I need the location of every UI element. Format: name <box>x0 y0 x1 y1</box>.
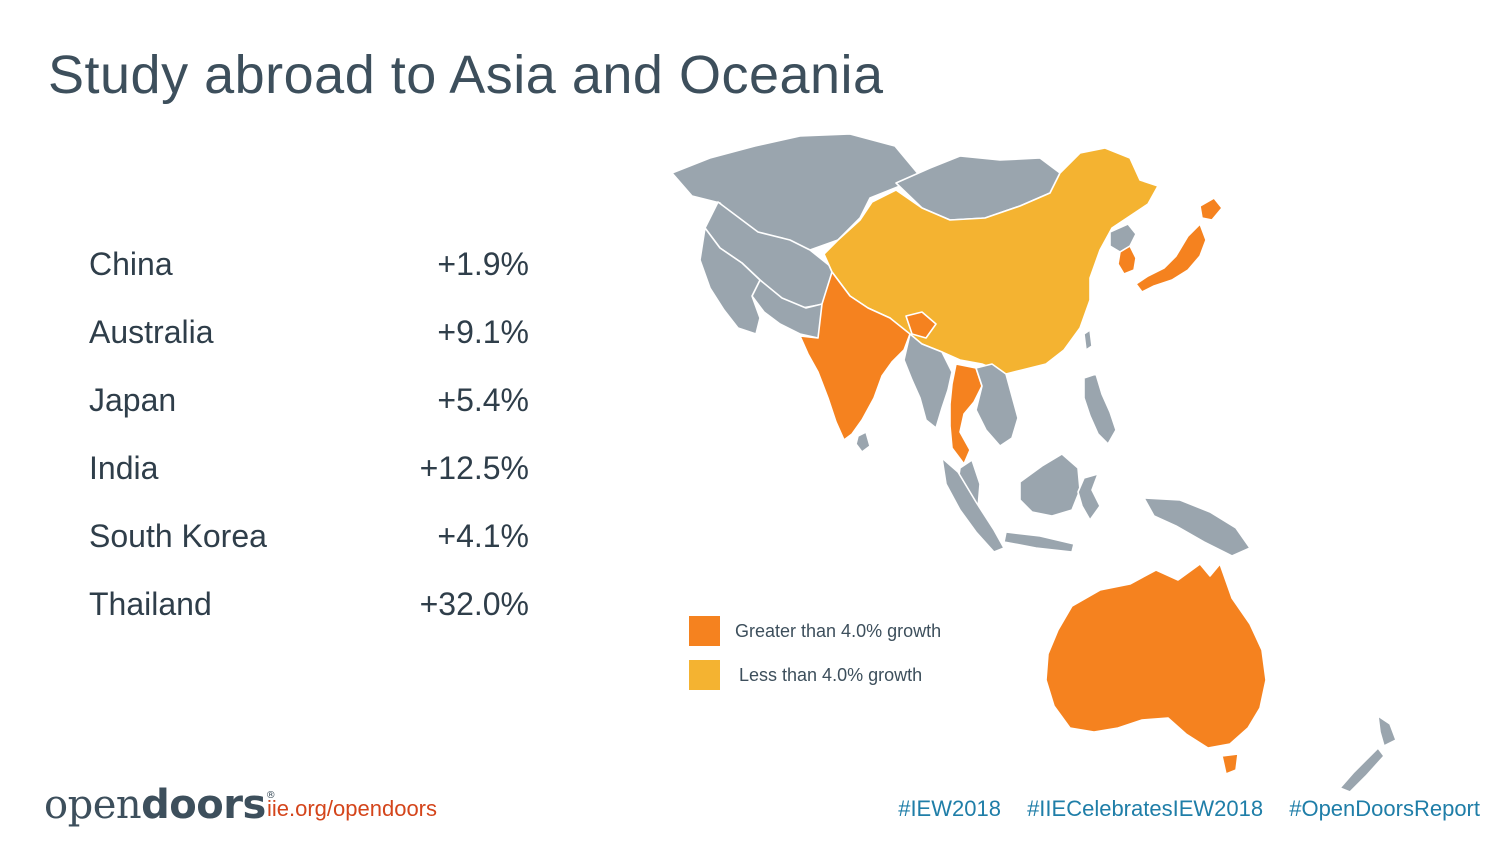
region-japan <box>1135 223 1207 293</box>
stat-value: +32.0% <box>419 586 529 622</box>
region-philippines <box>1083 373 1117 445</box>
region-borneo <box>1019 453 1081 517</box>
region-myanmar <box>903 333 953 429</box>
region-new-guinea <box>1143 497 1251 557</box>
growth-stats-table: China +1.9% Australia +9.1% Japan +5.4% … <box>89 240 529 648</box>
region-indochina <box>975 363 1019 447</box>
region-northeast-india <box>905 311 937 339</box>
stat-row-china: China +1.9% <box>89 240 529 308</box>
logo-text-bold: doors <box>141 782 266 828</box>
asia-oceania-map <box>671 133 1397 793</box>
region-australia <box>1045 563 1267 749</box>
hashtag-opendoors-report[interactable]: #OpenDoorsReport <box>1289 796 1480 821</box>
stat-country: China <box>89 246 173 282</box>
legend-label-high: Greater than 4.0% growth <box>735 621 942 641</box>
stat-value: +4.1% <box>437 518 529 554</box>
stat-value: +9.1% <box>437 314 529 350</box>
footer-url-link[interactable]: iie.org/opendoors <box>267 796 438 821</box>
region-sri-lanka <box>855 431 871 453</box>
stat-country: Japan <box>89 382 177 418</box>
stat-value: +1.9% <box>437 246 529 282</box>
stat-row-south-korea: South Korea +4.1% <box>89 512 529 580</box>
region-sulawesi <box>1077 473 1101 521</box>
stat-value: +12.5% <box>419 450 529 486</box>
legend-swatch-high <box>689 616 720 646</box>
logo-registered-mark: ® <box>265 790 276 801</box>
region-java <box>1003 531 1075 553</box>
stat-row-japan: Japan +5.4% <box>89 376 529 444</box>
logo-text-light: open <box>44 782 142 828</box>
map-legend: Greater than 4.0% growth Less than 4.0% … <box>689 616 1009 704</box>
legend-item-high: Greater than 4.0% growth <box>689 616 1009 660</box>
stat-value: +5.4% <box>437 382 529 418</box>
legend-item-low: Less than 4.0% growth <box>689 660 1009 704</box>
stat-country: Australia <box>89 314 214 350</box>
region-new-zealand <box>1377 715 1397 747</box>
region-south-korea <box>1117 245 1137 275</box>
stat-country: South Korea <box>89 518 267 554</box>
region-new-zealand-south <box>1339 747 1385 793</box>
region-taiwan <box>1083 329 1093 351</box>
region-sumatra <box>941 457 1005 553</box>
stat-row-australia: Australia +9.1% <box>89 308 529 376</box>
stat-country: Thailand <box>89 586 212 622</box>
region-iran <box>699 227 761 335</box>
legend-label-low: Less than 4.0% growth <box>739 665 923 685</box>
stat-row-india: India +12.5% <box>89 444 529 512</box>
hashtag-iie-celebrates[interactable]: #IIECelebratesIEW2018 <box>1027 796 1264 821</box>
region-north-korea <box>1109 223 1137 253</box>
region-japan-hokkaido <box>1199 197 1223 221</box>
region-tasmania <box>1221 753 1239 775</box>
hashtag-iew2018[interactable]: #IEW2018 <box>898 796 1001 821</box>
stat-country: India <box>89 450 159 486</box>
legend-swatch-low <box>689 660 720 690</box>
region-india <box>799 271 911 441</box>
page-title: Study abroad to Asia and Oceania <box>48 45 884 105</box>
stat-row-thailand: Thailand +32.0% <box>89 580 529 648</box>
hashtags: #IEW2018 #IIECelebratesIEW2018 #OpenDoor… <box>878 796 1480 822</box>
opendoors-logo: opendoors® <box>44 782 276 828</box>
